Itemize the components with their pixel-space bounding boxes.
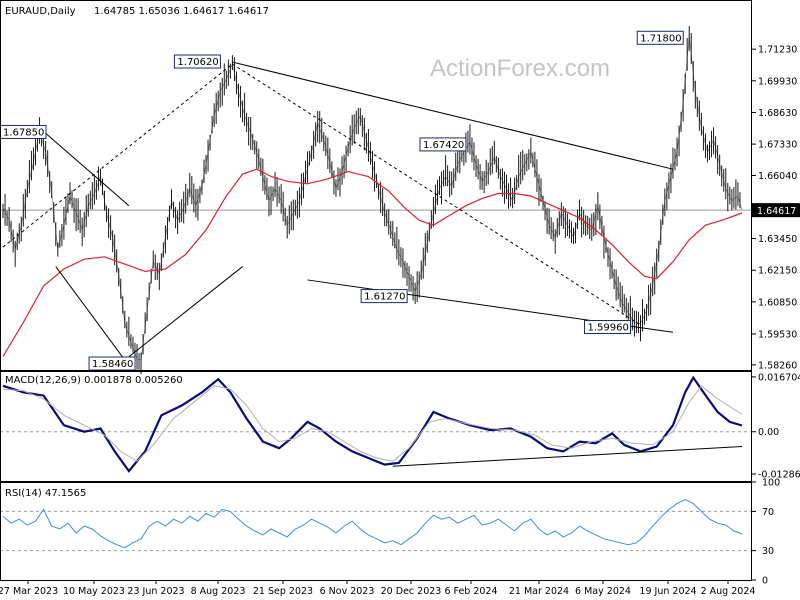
x-tick-label: 10 May 2023 (63, 586, 125, 597)
y-tick-label: 1.68630 (758, 108, 797, 119)
x-tick-label: 2 Aug 2024 (701, 586, 756, 597)
annotation-box (419, 137, 467, 152)
price-annotation: 1.71800 (636, 30, 684, 45)
y-tick-label: 1.69930 (758, 76, 797, 87)
current-price-label: 1.64617 (757, 206, 796, 217)
ohlc-label: 1.64785 1.65036 1.64617 1.64617 (94, 6, 269, 17)
y-tick-label: 1.59530 (758, 329, 797, 340)
trend-line (232, 63, 641, 326)
current-price-tag: 1.64617 (752, 203, 800, 218)
panel-frame (0, 482, 752, 581)
trend-line (232, 61, 674, 170)
rsi-y-tick-label: 0 (762, 576, 768, 587)
x-tick-label: 27 Mar 2023 (0, 586, 58, 597)
panel-frame (0, 371, 752, 482)
price-line (2, 35, 743, 361)
price-annotation: 1.59960 (583, 320, 631, 335)
annotation-label: 1.70620 (177, 57, 218, 68)
macd-y-tick-label: 0.00 (758, 427, 779, 438)
signal-line (2, 385, 743, 462)
price-annotation: 1.67420 (419, 137, 467, 152)
x-tick-label: 20 Dec 2023 (381, 586, 442, 597)
annotation-label: 1.67850 (3, 127, 44, 138)
x-tick-label: 21 Mar 2024 (509, 586, 569, 597)
y-tick-label: 1.67330 (758, 140, 797, 151)
x-tick-label: 6 Feb 2024 (444, 586, 497, 597)
price-bars (2, 26, 741, 375)
price-annotation: 1.67850 (0, 124, 47, 139)
rsi-y-tick-label: 70 (762, 507, 774, 518)
x-tick-label: 19 Jun 2024 (639, 586, 696, 597)
rsi-y-tick-label: 100 (762, 478, 780, 489)
x-tick-label: 21 Sep 2023 (253, 586, 313, 597)
current-price-box (752, 203, 800, 218)
trend-line (55, 266, 126, 361)
watermark: ActionForex.com (430, 55, 610, 82)
x-tick-label: 6 Nov 2023 (320, 586, 375, 597)
symbol-label: EURAUD,Daily (5, 6, 76, 17)
trend-line (124, 266, 243, 361)
annotation-box (0, 124, 47, 139)
x-tick-label: 23 Jun 2023 (127, 586, 184, 597)
y-tick-label: 1.71230 (758, 45, 797, 56)
annotation-box (360, 289, 408, 304)
x-tick-label: 8 Aug 2023 (191, 586, 246, 597)
moving-average-line (2, 168, 743, 357)
price-annotation: 1.70620 (173, 54, 221, 69)
macd-line (2, 375, 743, 473)
annotation-label: 1.71800 (640, 33, 681, 44)
annotation-box (173, 54, 221, 69)
price-annotation: 1.61270 (360, 289, 408, 304)
annotation-label: 1.58460 (92, 359, 133, 370)
annotation-label: 1.61270 (364, 292, 405, 303)
y-tick-label: 1.60850 (758, 297, 797, 308)
annotation-label: 1.59960 (587, 323, 628, 334)
trend-line (2, 63, 233, 248)
y-tick-label: 1.62150 (758, 266, 797, 277)
x-tick-label: 6 May 2024 (575, 586, 631, 597)
annotation-box (636, 30, 684, 45)
annotation-label: 1.67420 (423, 140, 464, 151)
panel-frame (0, 0, 752, 371)
rsi-title: RSI(14) 47.1565 (5, 488, 86, 499)
trend-line (43, 131, 130, 207)
macd-y-tick-label: -0.012869 (758, 470, 800, 481)
price-annotation: 1.58460 (88, 356, 136, 371)
macd-trend-line (392, 446, 743, 467)
y-tick-label: 1.58260 (758, 360, 797, 371)
rsi-line (2, 499, 743, 549)
y-tick-label: 1.63450 (758, 234, 797, 245)
annotation-box (583, 320, 631, 335)
rsi-y-tick-label: 30 (762, 546, 774, 557)
y-tick-label: 1.66040 (758, 171, 797, 182)
macd-y-tick-label: 0.016704 (758, 372, 800, 383)
macd-title: MACD(12,26,9) 0.001878 0.005260 (5, 375, 183, 386)
